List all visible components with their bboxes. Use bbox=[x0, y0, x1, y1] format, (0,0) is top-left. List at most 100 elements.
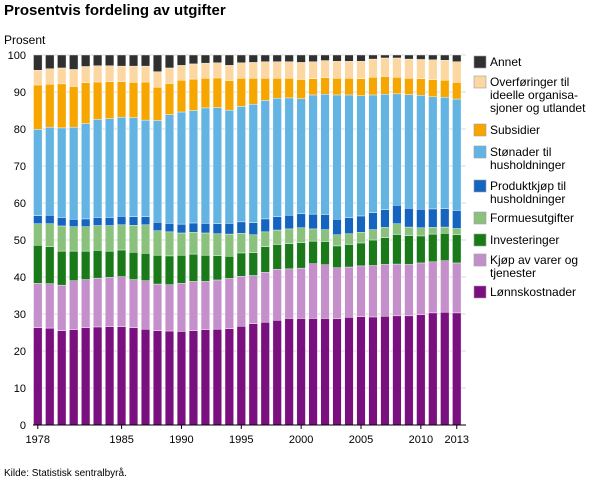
bar-segment bbox=[296, 79, 306, 99]
bar-segment bbox=[152, 283, 162, 331]
bar-segment bbox=[164, 231, 174, 257]
bar-segment bbox=[260, 100, 270, 220]
legend-swatch bbox=[473, 233, 487, 247]
bar-segment bbox=[248, 252, 258, 276]
bar-segment bbox=[117, 249, 127, 277]
bar-segment bbox=[188, 63, 198, 80]
bar-segment bbox=[81, 66, 91, 83]
bar-segment bbox=[129, 224, 139, 253]
bar-segment bbox=[224, 223, 234, 235]
bar-segment bbox=[45, 84, 55, 128]
bar-segment bbox=[284, 228, 294, 244]
bar-segment bbox=[69, 329, 79, 426]
bar-segment bbox=[117, 116, 127, 217]
bar-segment bbox=[236, 233, 246, 254]
bar-segment bbox=[212, 223, 222, 234]
axes: 0 10 20 30 40 50 60 70 80 90 100 Prosent 1978 1985 199… bbox=[4, 33, 469, 446]
bar-segment bbox=[93, 277, 103, 328]
bar-segment bbox=[236, 326, 246, 426]
bar-segment bbox=[69, 69, 79, 87]
bar-segment bbox=[45, 54, 55, 69]
bar-segment bbox=[452, 210, 462, 229]
bar-segment bbox=[416, 78, 426, 96]
bar-segment bbox=[428, 233, 438, 263]
bar-segment bbox=[45, 215, 55, 224]
bar-segment bbox=[356, 316, 366, 426]
bar-segment bbox=[57, 67, 67, 85]
bar-segment bbox=[332, 61, 342, 79]
bar-segment bbox=[308, 78, 318, 96]
bar-segment bbox=[452, 82, 462, 100]
bar-segment bbox=[272, 216, 282, 231]
bar-segment bbox=[368, 229, 378, 241]
legend-label: Kjøp av varer og tjenester bbox=[490, 253, 578, 280]
legend-label: Produktkjøp til husholdninger bbox=[490, 179, 566, 206]
bar-segment bbox=[452, 54, 462, 62]
bar-segment bbox=[416, 314, 426, 426]
bar-segment bbox=[368, 265, 378, 318]
bar-segment bbox=[260, 54, 270, 62]
bar-segment bbox=[440, 226, 450, 234]
bar-segment bbox=[236, 78, 246, 107]
bar-segment bbox=[248, 104, 258, 223]
bar-segment bbox=[164, 83, 174, 115]
bar-segment bbox=[129, 252, 139, 280]
bar-segment bbox=[440, 96, 450, 209]
bar-segment bbox=[200, 281, 210, 330]
bar-segment bbox=[117, 65, 127, 82]
bar-segment bbox=[452, 61, 462, 83]
bar-segment bbox=[69, 226, 79, 252]
bar-segment bbox=[428, 79, 438, 98]
bar-segment bbox=[452, 234, 462, 264]
bar-segment bbox=[141, 224, 151, 254]
bar-segment bbox=[129, 82, 139, 118]
bar-segment bbox=[45, 68, 55, 85]
bar-segment bbox=[356, 78, 366, 96]
bar-segment bbox=[440, 260, 450, 313]
bar-segment bbox=[332, 267, 342, 320]
bar-segment bbox=[81, 226, 91, 252]
bar-segment bbox=[152, 222, 162, 231]
bar-segment bbox=[117, 326, 127, 426]
bar-segment bbox=[320, 94, 330, 215]
bar-segment bbox=[380, 57, 390, 77]
bar-segment bbox=[188, 78, 198, 111]
bar-segment bbox=[164, 284, 174, 332]
bar-segment bbox=[296, 267, 306, 319]
bar-segment bbox=[81, 279, 91, 328]
bar-segment bbox=[248, 234, 258, 253]
bar-segment bbox=[248, 222, 258, 236]
bar-segment bbox=[212, 328, 222, 426]
bar-segment bbox=[416, 209, 426, 228]
bar-segment bbox=[392, 57, 402, 78]
bar-segment bbox=[296, 98, 306, 214]
bar-segment bbox=[356, 265, 366, 317]
y-tick-label: 60 bbox=[14, 198, 26, 210]
bar-segment bbox=[248, 323, 258, 426]
bar-segment bbox=[200, 107, 210, 224]
bar-segment bbox=[428, 96, 438, 210]
bar-segment bbox=[141, 280, 151, 330]
bar-segment bbox=[344, 94, 354, 218]
bar-segment bbox=[45, 283, 55, 329]
x-tick-label: 2005 bbox=[349, 434, 373, 446]
y-tick-label: 0 bbox=[20, 420, 26, 432]
bar-segment bbox=[224, 256, 234, 279]
bar-segment bbox=[188, 330, 198, 426]
x-tick-label: 1990 bbox=[169, 434, 193, 446]
bar-segment bbox=[392, 76, 402, 95]
bar-segment bbox=[141, 216, 151, 226]
bar-segment bbox=[129, 54, 139, 67]
bar-segment bbox=[260, 321, 270, 426]
bar-segment bbox=[152, 330, 162, 426]
bar-segment bbox=[308, 240, 318, 264]
bar-segment bbox=[152, 71, 162, 88]
bar-segment bbox=[224, 54, 234, 66]
bar-segment bbox=[117, 54, 127, 67]
bar-segment bbox=[117, 216, 127, 226]
legend-swatch bbox=[473, 55, 487, 69]
bar-segment bbox=[284, 268, 294, 319]
bar-segment bbox=[332, 94, 342, 220]
bar-segment bbox=[105, 225, 115, 252]
bar-segment bbox=[440, 59, 450, 81]
